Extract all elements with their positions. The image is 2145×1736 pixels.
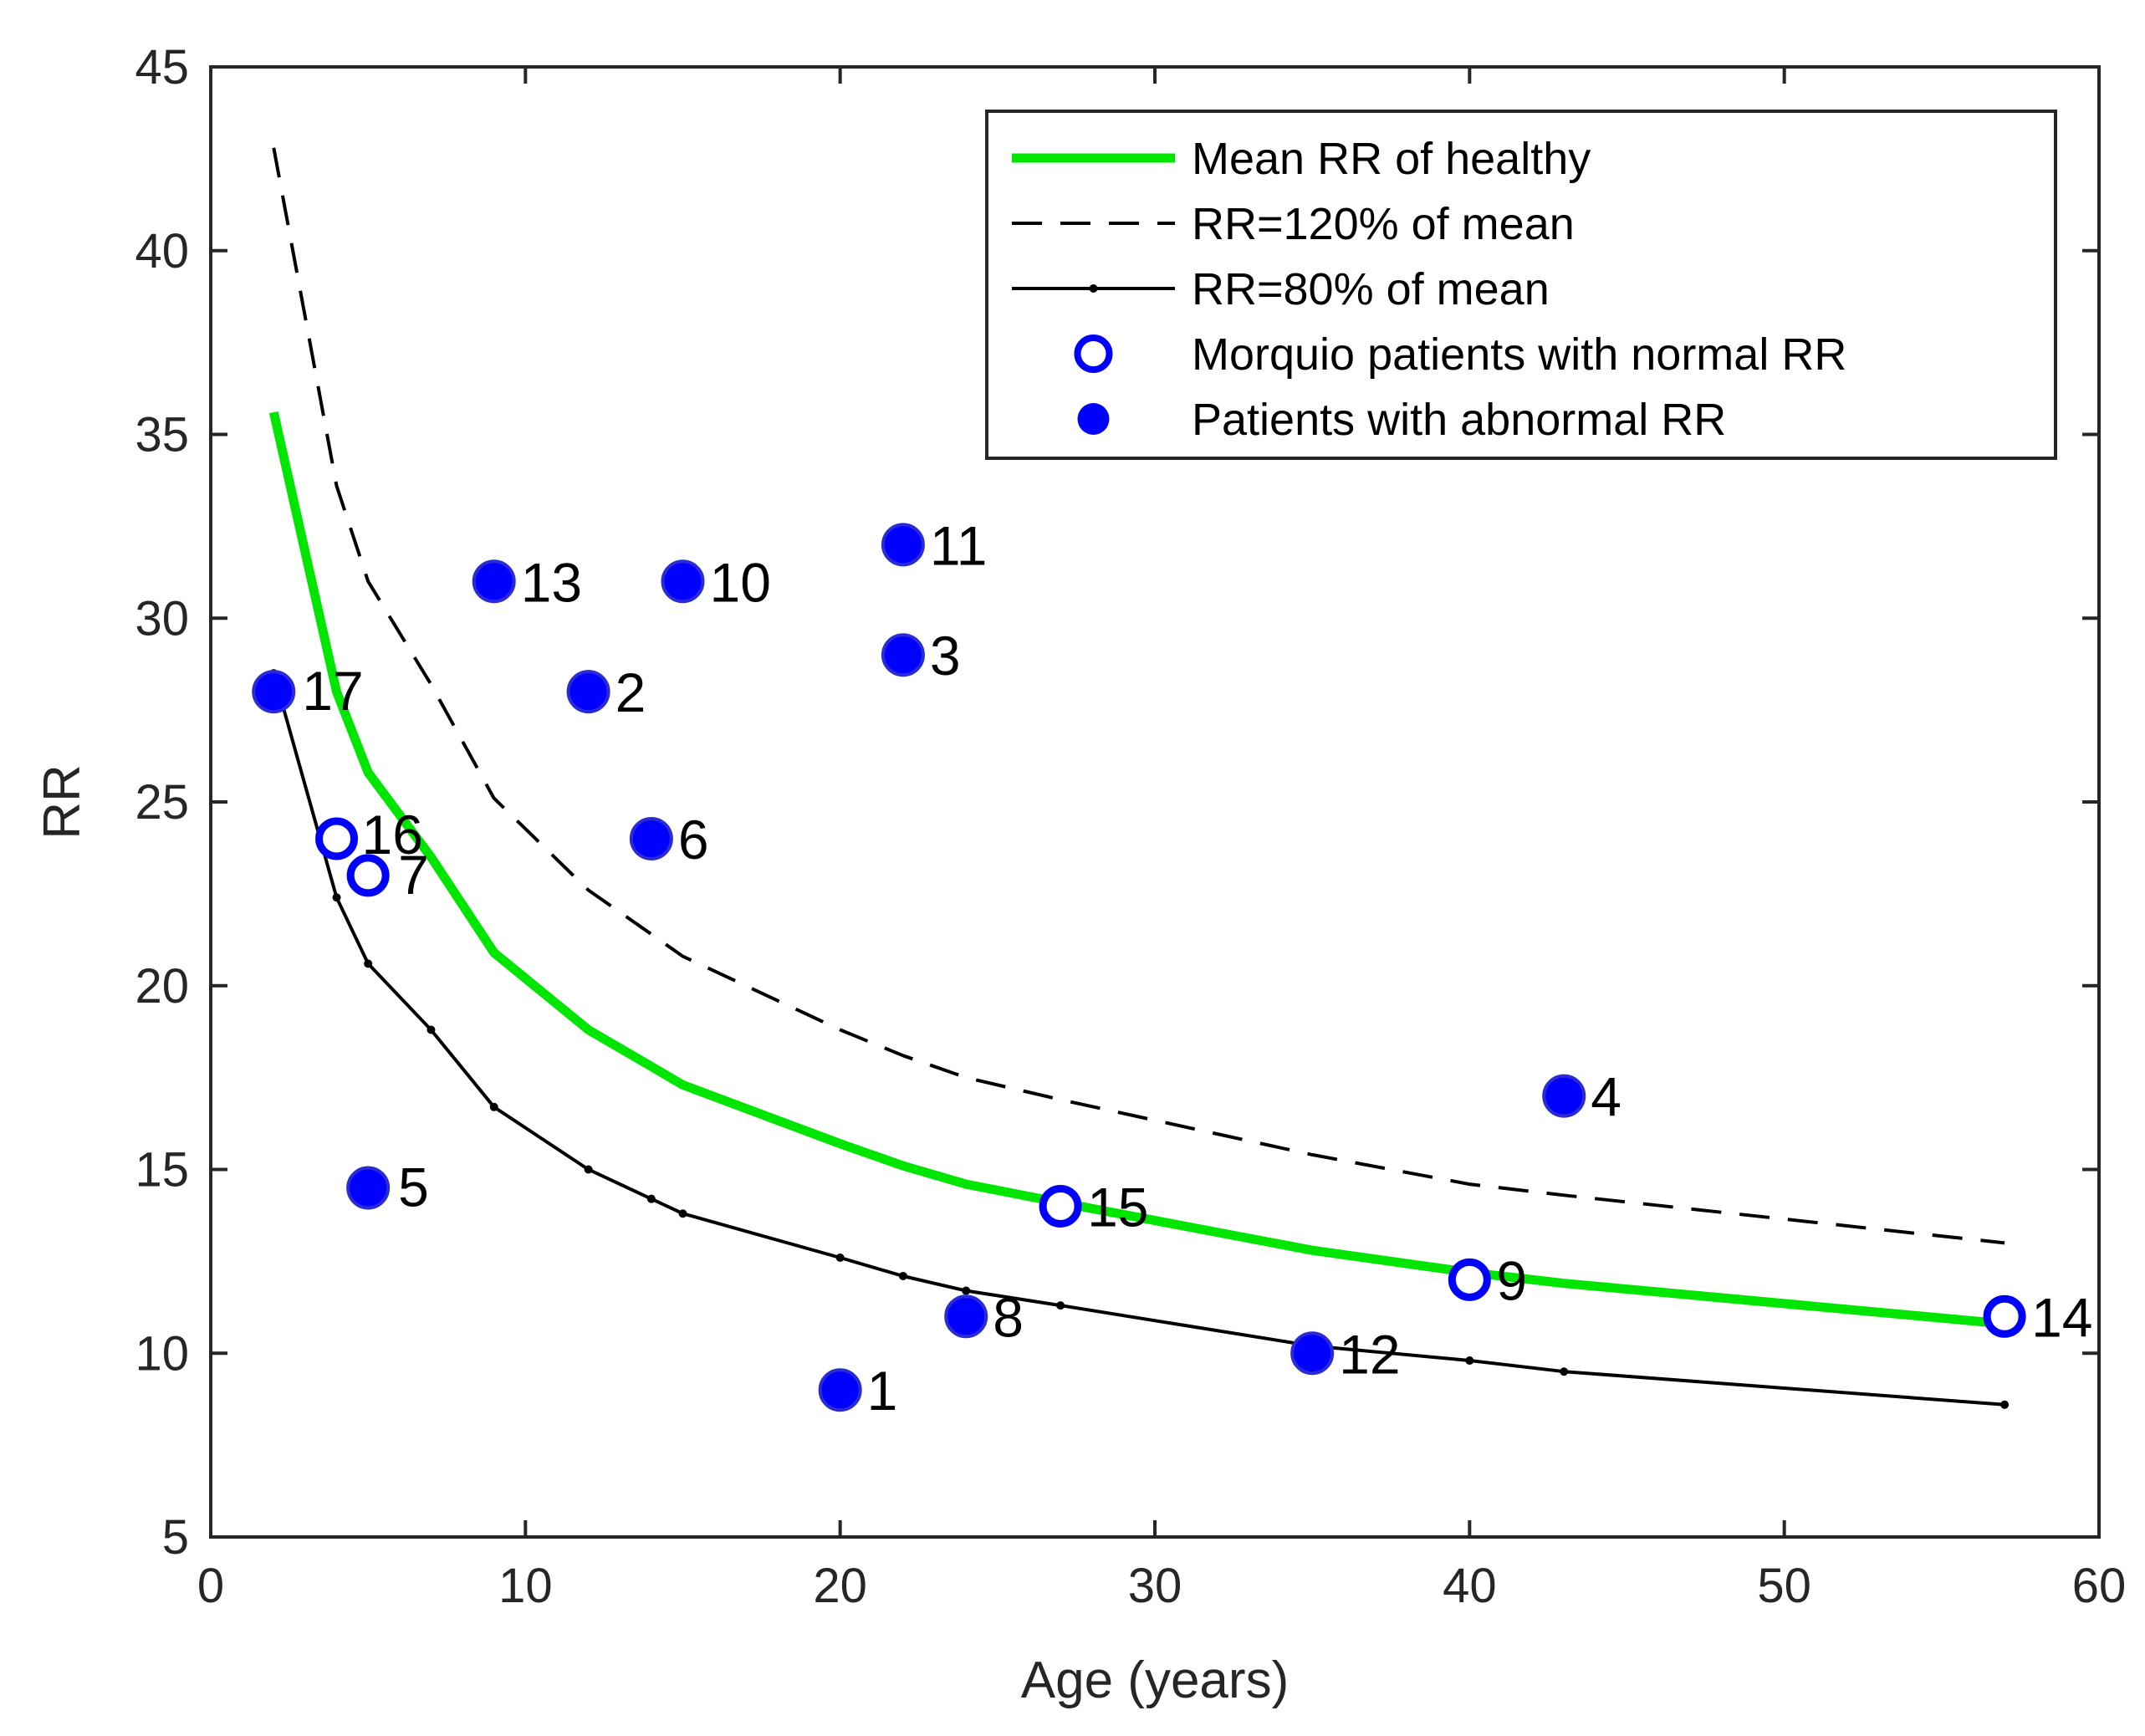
filled-point xyxy=(1542,1074,1586,1118)
point-label: 6 xyxy=(678,809,709,871)
legend-swatch-filled-circle xyxy=(1077,403,1110,435)
open-point xyxy=(1983,1294,2026,1338)
point-label: 4 xyxy=(1591,1066,1622,1128)
curve-marker xyxy=(1056,1301,1065,1310)
filled-point xyxy=(252,670,296,714)
open-point xyxy=(346,854,390,897)
y-tick-label: 30 xyxy=(135,591,189,646)
point-label: 10 xyxy=(710,551,771,613)
y-axis-title: RR xyxy=(33,764,91,840)
point-label: 5 xyxy=(398,1156,429,1218)
y-tick-label: 25 xyxy=(135,775,189,830)
point-label: 15 xyxy=(1087,1176,1148,1238)
curve-series-1 xyxy=(272,147,2005,1245)
point-label: 7 xyxy=(398,844,429,906)
y-tick-label: 15 xyxy=(135,1143,189,1197)
x-tick-label: 30 xyxy=(1128,1559,1182,1613)
curve-marker xyxy=(835,1253,845,1262)
curve-marker xyxy=(646,1194,656,1203)
curve-marker xyxy=(584,1165,593,1174)
open-point xyxy=(1039,1184,1082,1228)
legend-box xyxy=(985,110,2057,460)
y-tick-label: 20 xyxy=(135,959,189,1014)
filled-point xyxy=(629,816,673,860)
curve-marker xyxy=(898,1271,907,1280)
filled-point xyxy=(472,559,516,604)
legend-label: RR=80% of mean xyxy=(1192,264,1550,314)
point-label: 8 xyxy=(993,1286,1024,1348)
curve-series-2 xyxy=(272,672,2005,1407)
x-axis-title: Age (years) xyxy=(1021,1652,1289,1709)
y-tick-label: 5 xyxy=(162,1510,189,1565)
y-tick-label: 10 xyxy=(135,1326,189,1381)
point-label: 11 xyxy=(930,514,988,576)
curve-series-0 xyxy=(268,411,2005,1329)
point-label: 13 xyxy=(521,551,582,613)
curve-marker xyxy=(364,959,373,968)
curve-marker xyxy=(1560,1367,1569,1376)
point-label: 9 xyxy=(1496,1249,1527,1311)
legend-label: Patients with abnormal RR xyxy=(1192,395,1726,445)
legend-swatch-marker xyxy=(1089,284,1098,293)
filled-point xyxy=(818,1368,862,1412)
curve-marker xyxy=(678,1209,687,1218)
y-tick-label: 45 xyxy=(135,40,189,94)
curve-marker xyxy=(1465,1356,1474,1366)
x-tick-label: 50 xyxy=(1757,1559,1811,1613)
filled-point xyxy=(566,670,610,714)
legend-label: RR=120% of mean xyxy=(1192,199,1575,249)
curve-marker xyxy=(332,893,341,902)
legend-swatch-open-circle xyxy=(1074,334,1113,373)
curve-marker xyxy=(962,1286,971,1295)
x-tick-label: 40 xyxy=(1443,1559,1497,1613)
legend: Mean RR of healthy RR=120% of mean RR=80% … xyxy=(985,110,2057,460)
point-label: 3 xyxy=(930,625,961,687)
curve-marker xyxy=(2000,1400,2010,1409)
x-tick-label: 60 xyxy=(2072,1559,2127,1613)
point-label: 1 xyxy=(867,1360,898,1422)
filled-point xyxy=(661,559,705,604)
y-tick-label: 35 xyxy=(135,408,189,462)
x-tick-label: 20 xyxy=(813,1559,867,1613)
open-point xyxy=(315,817,359,860)
point-label: 2 xyxy=(615,661,646,723)
legend-label: Morquio patients with normal RR xyxy=(1192,329,1846,380)
filled-point xyxy=(944,1294,988,1339)
x-tick-label: 0 xyxy=(197,1559,224,1613)
open-point xyxy=(1448,1258,1491,1301)
filled-point xyxy=(881,523,925,567)
curve-marker xyxy=(426,1025,436,1034)
filled-point xyxy=(1290,1331,1335,1376)
filled-point xyxy=(346,1166,391,1210)
legend-label: Mean RR of healthy xyxy=(1192,134,1591,184)
point-label: 12 xyxy=(1339,1323,1400,1385)
y-tick-label: 40 xyxy=(135,224,189,278)
point-label: 14 xyxy=(2031,1286,2092,1348)
curve-marker xyxy=(489,1102,498,1111)
curves xyxy=(268,147,2010,1409)
filled-point xyxy=(881,633,925,677)
point-label: 17 xyxy=(302,660,363,722)
x-tick-label: 10 xyxy=(498,1559,553,1613)
